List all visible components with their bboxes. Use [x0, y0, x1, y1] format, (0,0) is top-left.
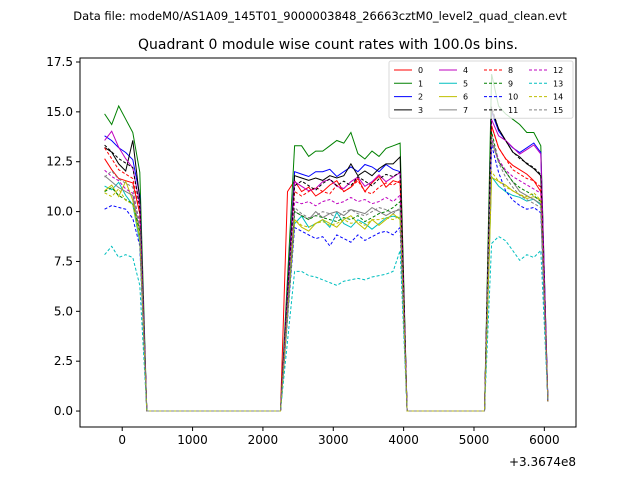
- legend-label-10: 10: [508, 93, 518, 102]
- x-axis: 0 1000 2000 3000 4000 5000 6000: [118, 427, 560, 447]
- x-tick-label-6000: 6000: [529, 433, 560, 447]
- legend-label-8: 8: [508, 66, 513, 75]
- legend-label-15: 15: [553, 106, 563, 115]
- legend-label-1: 1: [418, 79, 423, 88]
- legend-label-0: 0: [418, 66, 423, 75]
- chart-title: Quadrant 0 module wise count rates with …: [138, 37, 518, 53]
- series-line-6: [104, 176, 549, 412]
- series-line-11: [104, 106, 549, 412]
- series-line-9: [104, 131, 549, 412]
- x-tick-label-4000: 4000: [388, 433, 419, 447]
- y-tick-label-10.0: 10.0: [46, 205, 73, 219]
- y-tick-label-17.5: 17.5: [46, 55, 73, 69]
- x-offset-label: +3.3674e8: [509, 455, 576, 469]
- x-tick-label-5000: 5000: [459, 433, 490, 447]
- series-line-5: [104, 175, 549, 412]
- y-axis: 0.0 2.5 5.0 7.5 10.0 12.5 15.0 17.5: [46, 55, 80, 418]
- series-line-10: [104, 144, 549, 412]
- series-line-0: [104, 125, 549, 412]
- plot-frame: [79, 57, 577, 428]
- series-line-3: [104, 109, 549, 412]
- chart-suptitle: Data file: modeM0/AS1A09_145T01_90000038…: [73, 9, 567, 23]
- legend-label-5: 5: [463, 79, 468, 88]
- series-line-2: [104, 111, 549, 412]
- legend-label-11: 11: [508, 106, 518, 115]
- x-tick-label-0: 0: [118, 433, 126, 447]
- legend-label-12: 12: [553, 66, 563, 75]
- y-tick-label-2.5: 2.5: [54, 354, 73, 368]
- series-line-15: [104, 136, 549, 412]
- series-line-8: [104, 125, 549, 412]
- legend-label-9: 9: [508, 79, 513, 88]
- y-tick-label-0.0: 0.0: [54, 404, 73, 418]
- legend-label-6: 6: [463, 93, 468, 102]
- y-tick-label-7.5: 7.5: [54, 254, 73, 268]
- series-line-14: [104, 170, 549, 412]
- legend-label-4: 4: [463, 66, 468, 75]
- series-line-4: [104, 119, 549, 412]
- x-tick-label-1000: 1000: [177, 433, 208, 447]
- legend-label-2: 2: [418, 93, 423, 102]
- legend-label-7: 7: [463, 106, 468, 115]
- series-line-13: [104, 235, 549, 412]
- x-tick-label-3000: 3000: [318, 433, 349, 447]
- legend-box: [388, 60, 574, 119]
- x-tick-label-2000: 2000: [248, 433, 279, 447]
- y-tick-label-12.5: 12.5: [46, 155, 73, 169]
- y-tick-label-15.0: 15.0: [46, 105, 73, 119]
- series-line-12: [104, 138, 549, 412]
- y-tick-label-5.0: 5.0: [54, 304, 73, 318]
- series-line-7: [104, 141, 549, 412]
- legend-label-3: 3: [418, 106, 423, 115]
- series-layer: [104, 73, 549, 412]
- legend-label-13: 13: [553, 79, 563, 88]
- legend-label-14: 14: [553, 93, 563, 102]
- series-line-1: [104, 73, 549, 412]
